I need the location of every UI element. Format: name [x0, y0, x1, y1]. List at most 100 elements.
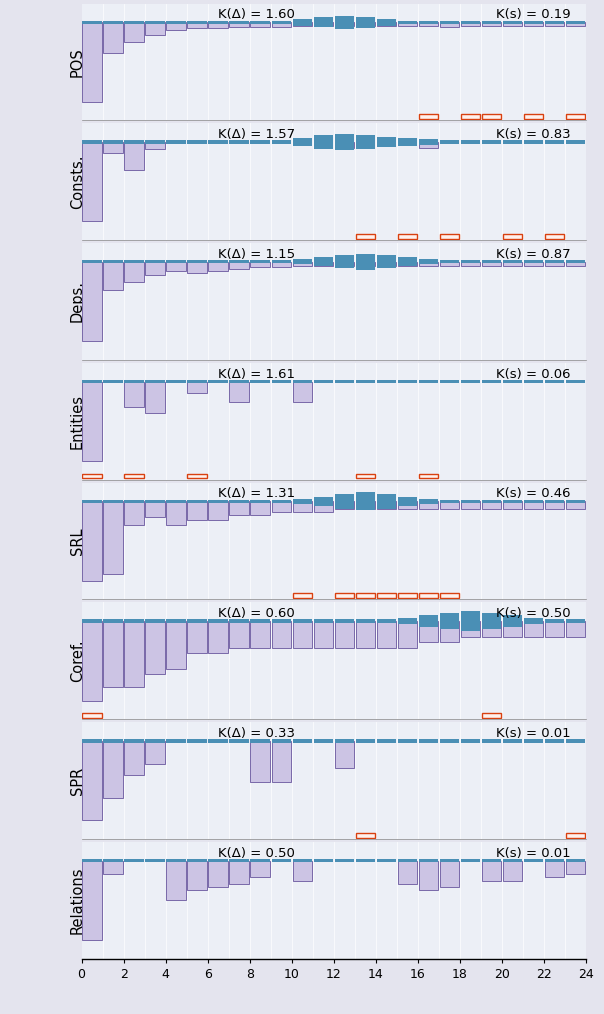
Bar — [545, 380, 564, 383]
Bar — [251, 739, 270, 742]
Bar — [187, 859, 207, 862]
Bar — [82, 380, 101, 383]
Bar — [461, 380, 480, 383]
Bar — [335, 739, 354, 742]
Bar — [187, 380, 207, 383]
Bar — [545, 501, 564, 509]
Bar — [440, 22, 459, 26]
Bar — [440, 739, 459, 742]
Bar — [461, 501, 480, 509]
Bar — [313, 22, 333, 26]
Bar — [335, 593, 354, 598]
Bar — [208, 859, 228, 862]
Bar — [146, 261, 165, 264]
Bar — [146, 500, 165, 503]
Bar — [124, 380, 144, 383]
Bar — [481, 380, 501, 383]
Bar — [356, 493, 375, 510]
Bar — [335, 494, 354, 509]
Bar — [230, 140, 249, 144]
Bar — [376, 256, 396, 269]
Bar — [167, 380, 186, 383]
Bar — [356, 739, 375, 742]
Bar — [272, 20, 291, 24]
Bar — [481, 612, 501, 630]
Bar — [419, 615, 438, 627]
Bar — [440, 500, 459, 503]
Bar — [461, 739, 480, 742]
Bar — [440, 593, 459, 598]
Bar — [82, 474, 101, 479]
Bar — [397, 258, 417, 267]
Bar — [461, 859, 480, 862]
Bar — [419, 22, 438, 25]
Bar — [272, 140, 291, 144]
Bar — [481, 140, 501, 144]
Bar — [292, 260, 312, 265]
Bar — [208, 739, 228, 742]
Bar — [397, 262, 417, 267]
Bar — [187, 261, 207, 264]
Bar — [146, 381, 165, 414]
Bar — [566, 20, 585, 24]
Bar — [167, 261, 186, 264]
Bar — [376, 593, 396, 598]
Bar — [292, 381, 312, 402]
Bar — [167, 501, 186, 525]
Bar — [335, 741, 354, 769]
Y-axis label: Deps.: Deps. — [70, 281, 85, 322]
Bar — [397, 861, 417, 884]
Bar — [419, 139, 438, 145]
Bar — [292, 499, 312, 504]
Bar — [419, 20, 438, 24]
Bar — [103, 501, 123, 574]
Bar — [335, 622, 354, 648]
Bar — [356, 832, 375, 838]
Bar — [335, 15, 354, 28]
Y-axis label: POS: POS — [70, 47, 85, 77]
Y-axis label: Relations: Relations — [70, 867, 85, 934]
Bar — [503, 262, 522, 267]
Bar — [566, 501, 585, 509]
Bar — [524, 500, 543, 503]
Bar — [376, 620, 396, 623]
Bar — [566, 262, 585, 267]
Bar — [481, 115, 501, 119]
Bar — [251, 741, 270, 782]
Bar — [524, 618, 543, 625]
Bar — [208, 620, 228, 623]
Bar — [419, 859, 438, 862]
Bar — [292, 262, 312, 267]
Bar — [82, 381, 101, 461]
Bar — [103, 262, 123, 290]
Bar — [124, 622, 144, 687]
Bar — [82, 861, 101, 940]
Bar — [524, 115, 543, 119]
Bar — [376, 739, 396, 742]
Bar — [566, 620, 585, 623]
Text: K(Δ) = 1.57: K(Δ) = 1.57 — [217, 128, 295, 141]
Bar — [545, 500, 564, 503]
Bar — [82, 739, 101, 742]
Bar — [167, 140, 186, 144]
Bar — [419, 380, 438, 383]
Bar — [313, 136, 333, 148]
Bar — [356, 262, 375, 267]
Bar — [146, 501, 165, 517]
Bar — [503, 234, 522, 238]
Bar — [524, 20, 543, 24]
Text: K(Δ) = 0.33: K(Δ) = 0.33 — [217, 727, 295, 740]
Bar — [187, 500, 207, 503]
Bar — [187, 622, 207, 653]
Bar — [440, 859, 459, 862]
Bar — [272, 22, 291, 26]
Bar — [103, 739, 123, 742]
Bar — [503, 861, 522, 880]
Bar — [272, 859, 291, 862]
Bar — [292, 380, 312, 383]
Bar — [82, 500, 101, 503]
Bar — [335, 859, 354, 862]
Bar — [545, 20, 564, 24]
Bar — [335, 134, 354, 150]
Bar — [545, 140, 564, 144]
